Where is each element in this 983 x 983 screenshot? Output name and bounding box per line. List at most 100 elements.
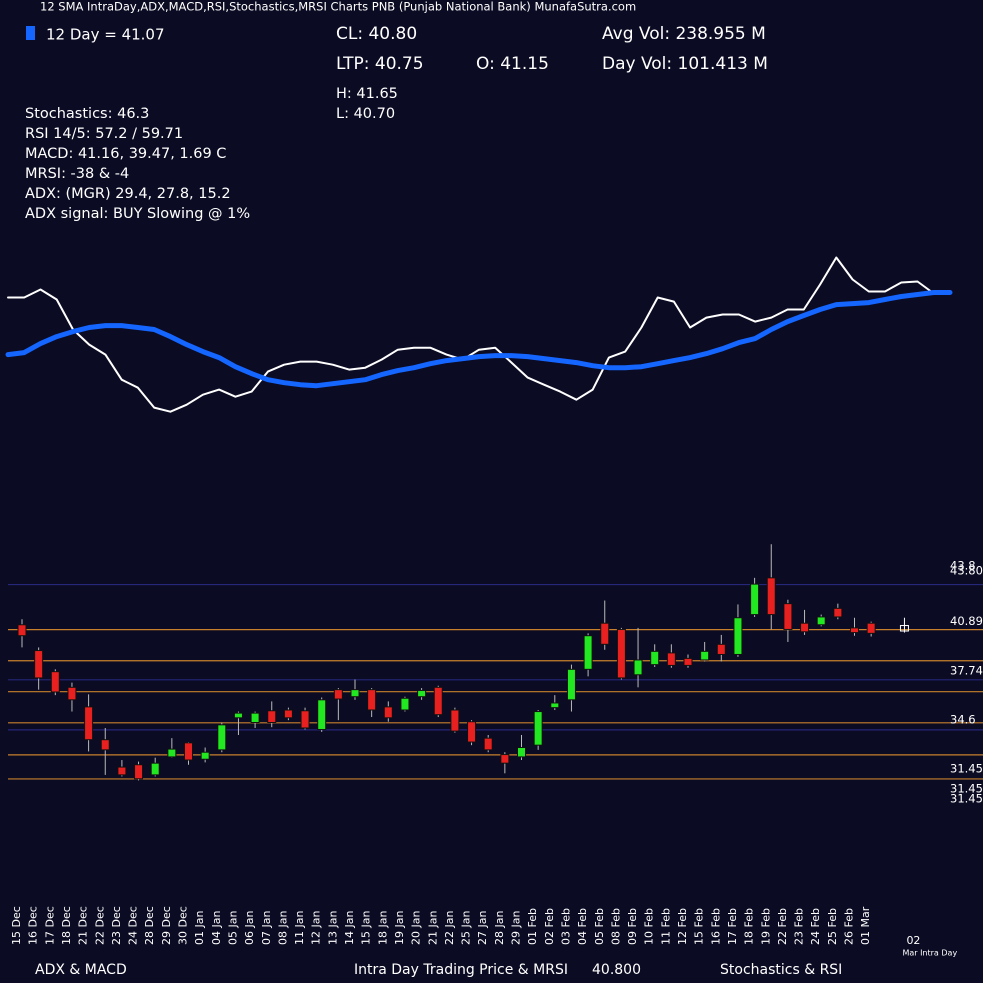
- x-tick-label: 28 Dec: [143, 906, 156, 945]
- indicator: Stochastics: 46.3: [25, 106, 149, 122]
- footer-link[interactable]: Intra Day Trading Price & MRSI: [354, 962, 568, 978]
- stat: LTP: 40.75: [336, 54, 424, 74]
- x-tick-label: 23 Feb: [793, 908, 806, 945]
- y-tick-label: 40.89: [950, 614, 983, 628]
- candle-body: [700, 650, 710, 661]
- x-tick-label: 24 Dec: [127, 906, 140, 945]
- candle-body: [800, 622, 810, 633]
- candle-body: [750, 583, 760, 616]
- candle-body: [550, 702, 560, 709]
- x-tick-label: 14 Jan: [343, 911, 356, 945]
- candle-body: [50, 671, 60, 693]
- x-tick-label: 30 Dec: [177, 906, 190, 945]
- x-tick-label: 01 Feb: [526, 908, 539, 945]
- x-tick-label: 02: [906, 934, 920, 947]
- candle-body: [600, 622, 610, 645]
- x-tick-label: 21 Jan: [426, 911, 439, 945]
- candle-body: [233, 712, 243, 719]
- x-tick-label: 01 Mar: [859, 906, 872, 945]
- candle-body: [500, 754, 510, 764]
- y-tick-label: 31.45: [950, 782, 983, 796]
- x-tick-label: 01 Jan: [193, 911, 206, 945]
- y-tick-label: 34.6: [950, 712, 976, 726]
- x-tick-label: 22 Jan: [443, 911, 456, 945]
- x-tick-label: 22 Feb: [776, 908, 789, 945]
- candle-body: [67, 686, 77, 701]
- x-tick-label: 07 Jan: [260, 911, 273, 945]
- x-tick-label: 09 Feb: [626, 908, 639, 945]
- chart-title: 12 SMA IntraDay,ADX,MACD,RSI,Stochastics…: [40, 0, 636, 14]
- candle-body: [433, 686, 443, 716]
- x-tick-label: 18 Dec: [60, 906, 73, 945]
- x-tick-label: 04 Feb: [576, 908, 589, 945]
- x-tick-label: 29 Jan: [510, 911, 523, 945]
- footer-link[interactable]: Stochastics & RSI: [720, 962, 842, 978]
- candle-body: [517, 747, 526, 758]
- x-tick-label: 19 Jan: [393, 911, 406, 945]
- legend-label: 12 Day = 41.07: [46, 26, 165, 44]
- footer-link[interactable]: ADX & MACD: [35, 962, 127, 978]
- x-tick-label: 18 Jan: [376, 911, 389, 945]
- indicator: MACD: 41.16, 39.47, 1.69 C: [25, 146, 226, 162]
- candle-body: [666, 652, 676, 666]
- x-tick-label: 27 Jan: [476, 911, 489, 945]
- candle-body: [134, 764, 144, 780]
- x-tick-label: 11 Feb: [659, 908, 672, 945]
- candle-body: [650, 650, 660, 666]
- stat: CL: 40.80: [336, 24, 417, 44]
- candle-body: [716, 643, 726, 655]
- legend-swatch: [26, 26, 35, 40]
- candle-body: [167, 748, 177, 758]
- stat: Avg Vol: 238.955 M: [602, 24, 766, 44]
- x-tick-label: 25 Feb: [826, 908, 839, 945]
- candle-body: [450, 709, 460, 732]
- indicator: MRSI: -38 & -4: [25, 166, 129, 182]
- x-tick-label: 17 Dec: [43, 906, 56, 945]
- candle-body: [333, 689, 343, 700]
- x-tick-label: 16 Dec: [27, 906, 40, 945]
- indicator: ADX signal: BUY Slowing @ 1%: [25, 206, 250, 222]
- x-tick-label: 21 Dec: [77, 906, 90, 945]
- y-tick-label: 31.45: [950, 762, 983, 776]
- x-tick-label: 15 Dec: [10, 906, 23, 945]
- stat: O: 41.15: [476, 54, 549, 74]
- y-tick-label: 43.80: [950, 564, 983, 578]
- candle-body: [400, 697, 410, 711]
- candle-body: [317, 699, 327, 731]
- x-tick-label: 12 Feb: [676, 908, 689, 945]
- candle-body: [300, 710, 310, 729]
- x-tick-label: 23 Dec: [110, 906, 123, 945]
- candle-body: [616, 628, 626, 679]
- x-tick-label: 05 Jan: [226, 911, 239, 945]
- line: [7, 256, 951, 413]
- candle-body: [833, 607, 843, 618]
- candle-body: [350, 689, 360, 698]
- x-tick-label: 08 Jan: [276, 911, 289, 945]
- x-tick-label: 15 Feb: [693, 908, 706, 945]
- intraday-note: Mar Intra Day: [902, 949, 957, 958]
- candle-body: [100, 739, 110, 751]
- candle-body: [866, 622, 876, 634]
- candle-body: [17, 624, 27, 637]
- candle-body: [283, 709, 293, 719]
- stat: H: 41.65: [336, 86, 398, 102]
- candle-body: [417, 689, 427, 698]
- candle-body: [217, 724, 227, 751]
- x-tick-label: 19 Feb: [759, 908, 772, 945]
- candle-body: [467, 721, 477, 743]
- x-tick-label: 15 Jan: [360, 911, 373, 945]
- candle-body: [367, 689, 377, 711]
- x-tick-label: 25 Jan: [460, 911, 473, 945]
- candle-body: [899, 625, 909, 632]
- indicator: RSI 14/5: 57.2 / 59.71: [25, 126, 183, 142]
- x-tick-label: 29 Dec: [160, 906, 173, 945]
- y-tick-label: 31.45: [950, 792, 983, 806]
- x-tick-label: 17 Feb: [726, 908, 739, 945]
- x-tick-label: 04 Jan: [210, 911, 223, 945]
- stat: Day Vol: 101.413 M: [602, 54, 768, 74]
- candle-body: [383, 706, 393, 719]
- candle-body: [150, 762, 160, 776]
- candle-body: [533, 711, 543, 746]
